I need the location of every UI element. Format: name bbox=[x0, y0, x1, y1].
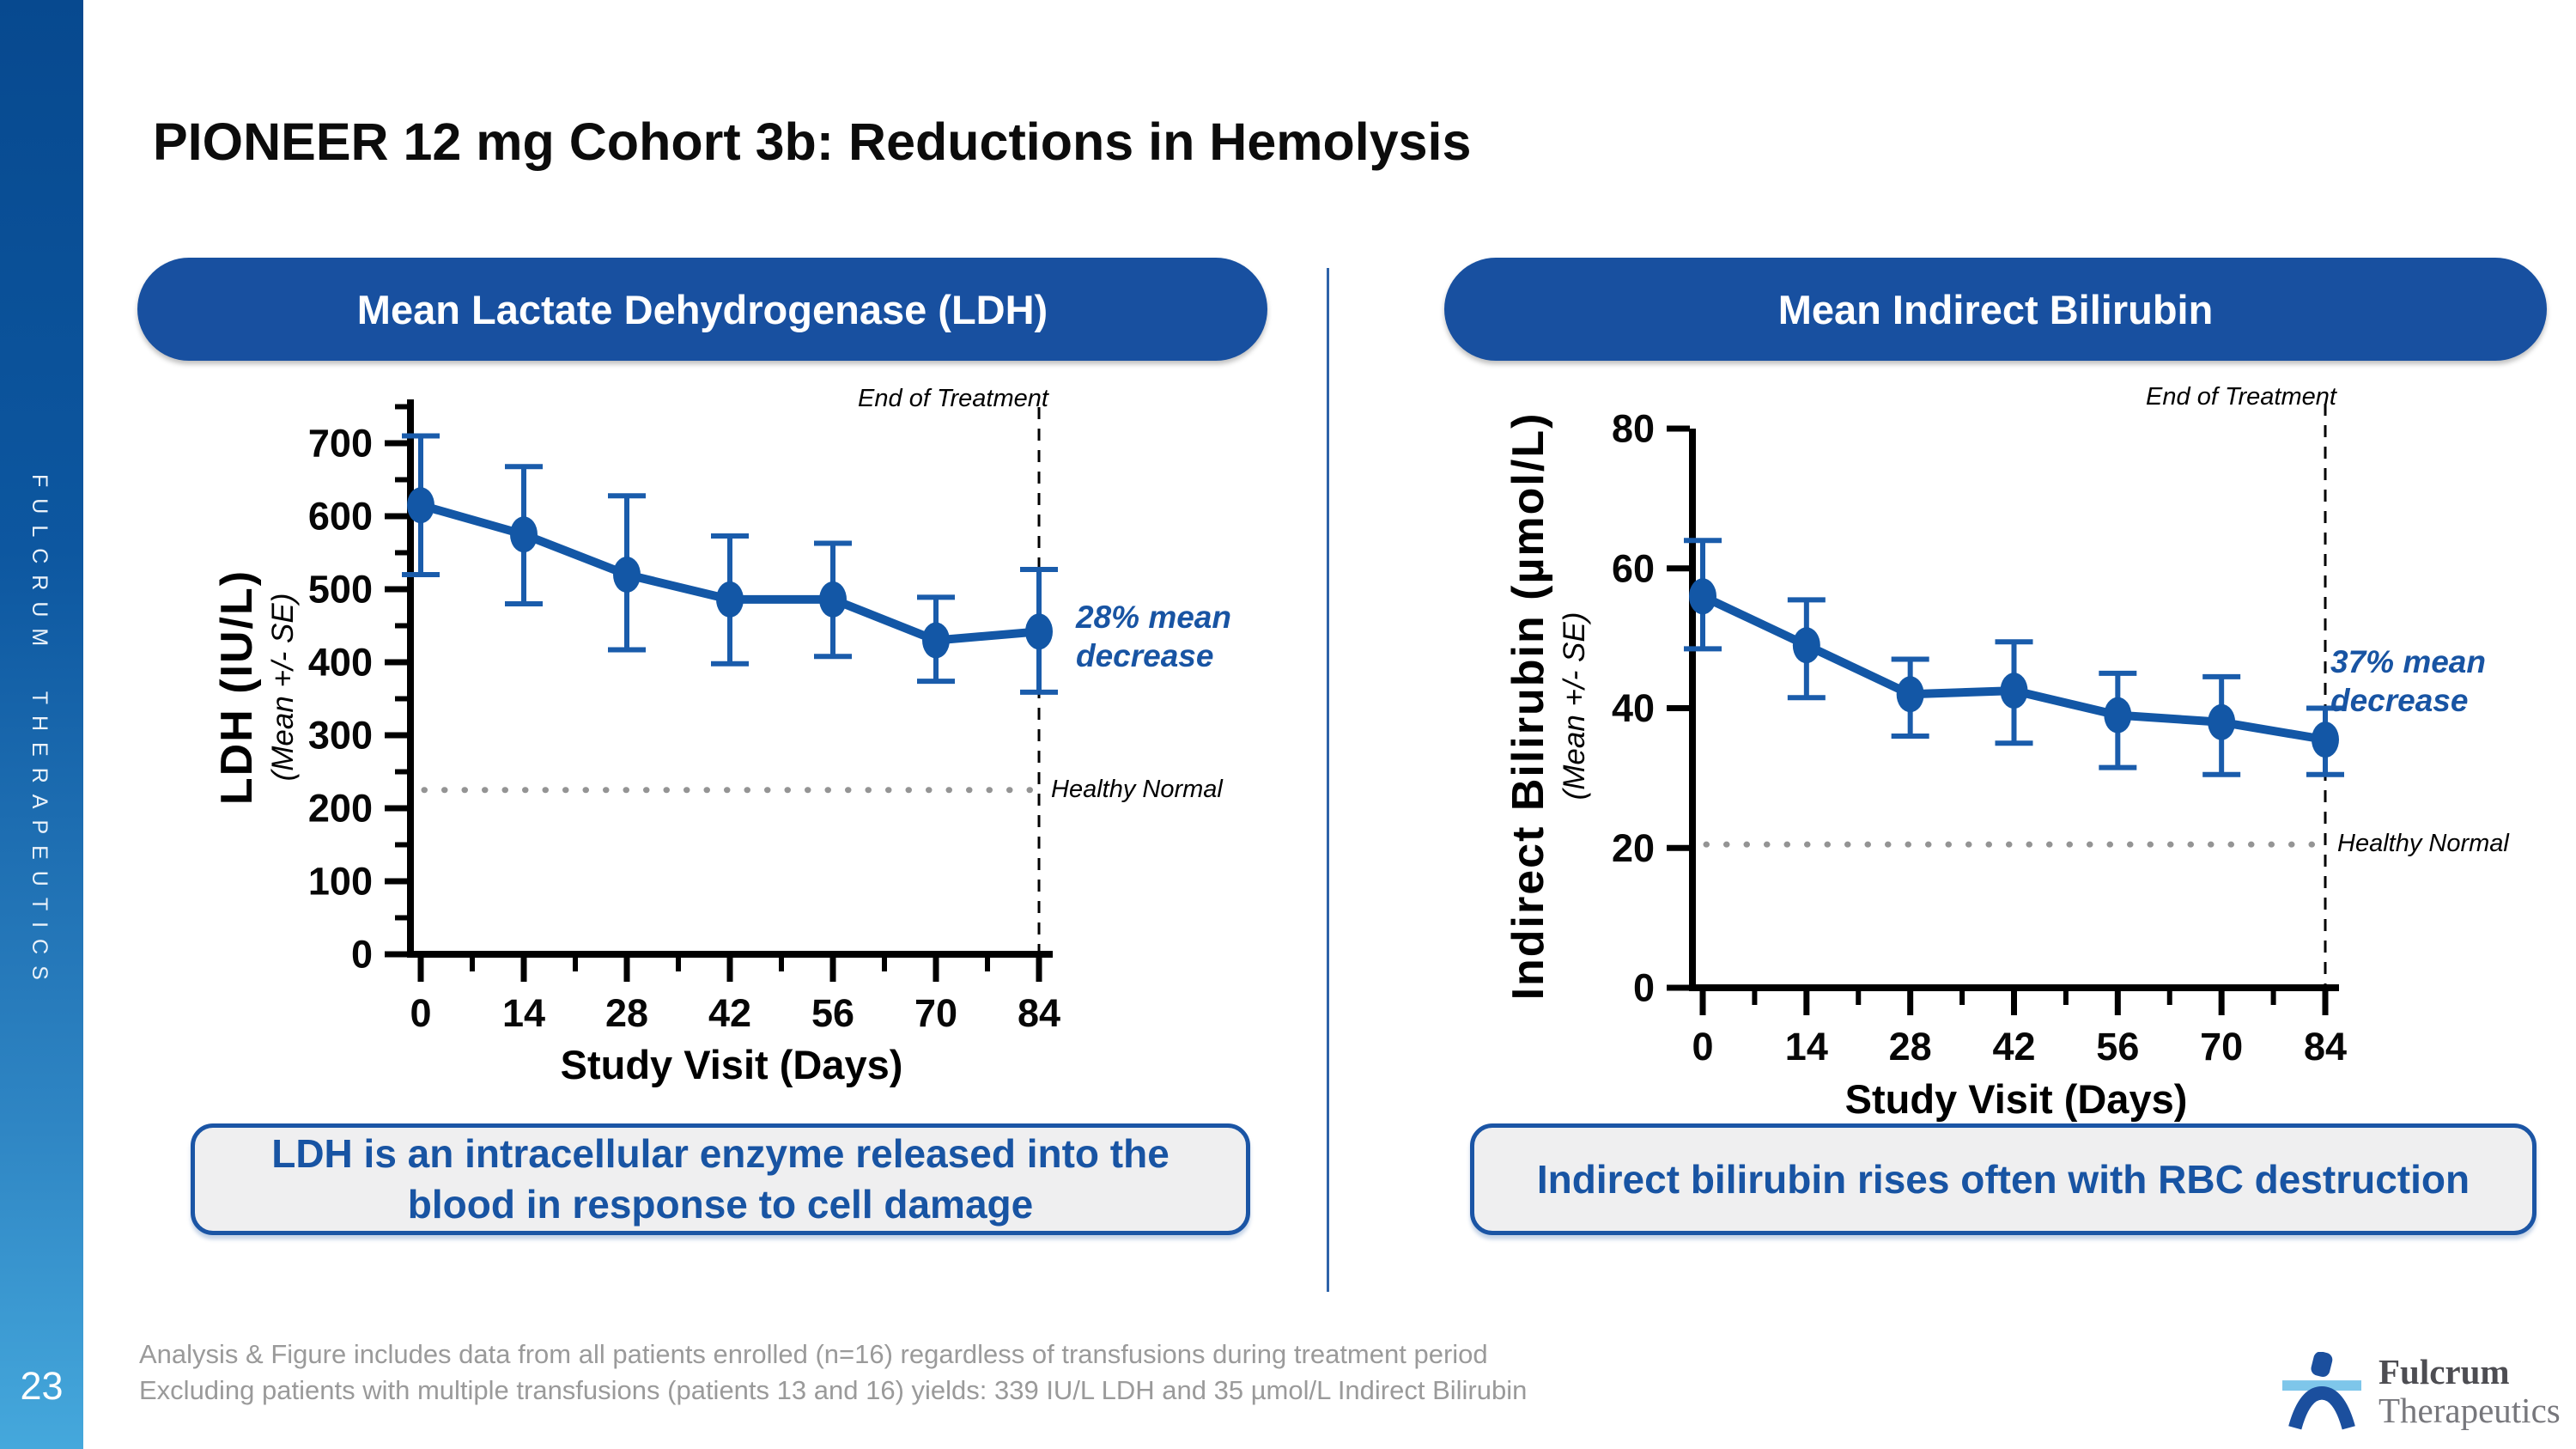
bilirubin-x-axis-title: Study Visit (Days) bbox=[1844, 1076, 2188, 1122]
footnote-line-2: Excluding patients with multiple transfu… bbox=[139, 1375, 1528, 1405]
data-point bbox=[2312, 721, 2339, 758]
data-point bbox=[2000, 673, 2028, 709]
x-ticks: 0 14 28 42 56 70 84 bbox=[1692, 991, 2347, 1068]
x-tick-label: 56 bbox=[811, 991, 854, 1035]
logo-text: Fulcrum Therapeutics bbox=[2379, 1353, 2561, 1430]
y-tick-label: 0 bbox=[1633, 966, 1655, 1010]
footnote-line-1: Analysis & Figure includes data from all… bbox=[139, 1339, 1488, 1369]
page-number: 23 bbox=[20, 1364, 64, 1408]
ldh-end-of-treatment-label: End of Treatment bbox=[858, 385, 1048, 412]
bilirubin-panel-header: Mean Indirect Bilirubin bbox=[1444, 258, 2547, 361]
axes bbox=[1689, 429, 2339, 991]
sidebar-brand-text: FULCRUM THERAPEUTICS bbox=[27, 474, 52, 991]
company-logo: Fulcrum Therapeutics bbox=[2282, 1352, 2561, 1431]
error-bars bbox=[402, 433, 1058, 695]
x-tick-label: 42 bbox=[1992, 1025, 2035, 1068]
ldh-chart: 0 100 200 300 400 500 600 700 0 14 28 42 56 70 84 bbox=[308, 399, 1060, 1035]
data-point bbox=[1792, 627, 1820, 664]
y-tick-label: 200 bbox=[308, 787, 373, 831]
bilirubin-chart: 0 20 40 60 80 0 14 28 42 56 70 84 bbox=[1612, 404, 2347, 1068]
y-tick-label: 80 bbox=[1612, 407, 1655, 451]
ldh-mean-decrease-note: 28% mean decrease bbox=[1076, 600, 1231, 674]
data-point bbox=[613, 557, 641, 593]
x-tick-label: 84 bbox=[1018, 991, 1060, 1035]
x-tick-label: 84 bbox=[2304, 1025, 2347, 1068]
axes bbox=[407, 399, 1053, 958]
y-tick-label: 400 bbox=[308, 641, 373, 685]
bilirubin-y-axis-title-sub: (Mean +/- SE) bbox=[1558, 612, 1591, 801]
ldh-x-axis-title: Study Visit (Days) bbox=[560, 1042, 903, 1087]
sidebar: FULCRUM THERAPEUTICS 23 bbox=[0, 0, 83, 1449]
data-points bbox=[1689, 578, 2339, 758]
data-point bbox=[1896, 676, 1924, 713]
y-ticks: 0 100 200 300 400 500 600 700 bbox=[308, 404, 408, 977]
fulcrum-logo-icon bbox=[2282, 1352, 2361, 1430]
y-tick-label: 500 bbox=[308, 568, 373, 612]
y-tick-label: 300 bbox=[308, 714, 373, 758]
ldh-y-axis-title-main: LDH (IU/L) bbox=[212, 569, 262, 806]
x-tick-label: 14 bbox=[1785, 1025, 1828, 1068]
bilirubin-mean-decrease-note: 37% mean decrease bbox=[2330, 644, 2486, 719]
x-tick-label: 14 bbox=[502, 991, 545, 1035]
y-tick-label: 40 bbox=[1612, 686, 1655, 730]
ldh-y-axis-title: LDH (IU/L) (Mean +/- SE) bbox=[211, 569, 301, 805]
bilirubin-y-axis-title-main: Indirect Bilirubin (µmol/L) bbox=[1504, 411, 1553, 1001]
y-tick-label: 700 bbox=[308, 422, 373, 466]
bilirubin-end-of-treatment-label: End of Treatment bbox=[2146, 383, 2336, 411]
footnote: Analysis & Figure includes data from all… bbox=[139, 1336, 1527, 1409]
data-point bbox=[2208, 703, 2236, 740]
y-tick-label: 600 bbox=[308, 495, 373, 539]
data-point bbox=[1025, 613, 1053, 650]
x-ticks: 0 14 28 42 56 70 84 bbox=[410, 958, 1060, 1035]
x-tick-label: 56 bbox=[2096, 1025, 2139, 1068]
panel-divider bbox=[1327, 268, 1329, 1292]
data-point bbox=[819, 581, 847, 618]
logo-name: Fulcrum bbox=[2379, 1352, 2510, 1391]
ldh-healthy-normal-label: Healthy Normal bbox=[1051, 776, 1223, 803]
y-tick-label: 20 bbox=[1612, 826, 1655, 870]
x-tick-label: 0 bbox=[1692, 1025, 1713, 1068]
data-point bbox=[1689, 578, 1716, 615]
data-point bbox=[922, 622, 950, 659]
x-tick-label: 28 bbox=[1889, 1025, 1932, 1068]
data-point bbox=[510, 516, 538, 553]
data-points bbox=[407, 487, 1053, 659]
x-tick-label: 70 bbox=[2200, 1025, 2243, 1068]
data-point bbox=[2104, 697, 2132, 734]
error-bars bbox=[1684, 538, 2344, 777]
slide-title: PIONEER 12 mg Cohort 3b: Reductions in H… bbox=[153, 113, 1472, 171]
bilirubin-healthy-normal-label: Healthy Normal bbox=[2337, 830, 2509, 857]
x-tick-label: 28 bbox=[605, 991, 648, 1035]
ldh-panel-header: Mean Lactate Dehydrogenase (LDH) bbox=[137, 258, 1267, 361]
y-tick-label: 60 bbox=[1612, 546, 1655, 590]
x-tick-label: 42 bbox=[708, 991, 751, 1035]
data-point bbox=[407, 487, 434, 524]
x-tick-label: 70 bbox=[914, 991, 957, 1035]
ldh-callout-box: LDH is an intracellular enzyme released … bbox=[191, 1123, 1250, 1235]
x-tick-label: 0 bbox=[410, 991, 431, 1035]
y-tick-label: 100 bbox=[308, 860, 373, 904]
logo-subname: Therapeutics bbox=[2379, 1391, 2561, 1430]
bilirubin-callout-box: Indirect bilirubin rises often with RBC … bbox=[1470, 1123, 2537, 1235]
ldh-y-axis-title-sub: (Mean +/- SE) bbox=[266, 593, 300, 782]
y-ticks: 0 20 40 60 80 bbox=[1612, 407, 1690, 1010]
data-point bbox=[716, 581, 744, 618]
bilirubin-y-axis-title: Indirect Bilirubin (µmol/L) (Mean +/- SE… bbox=[1503, 412, 1592, 1001]
y-tick-label: 0 bbox=[351, 933, 373, 977]
